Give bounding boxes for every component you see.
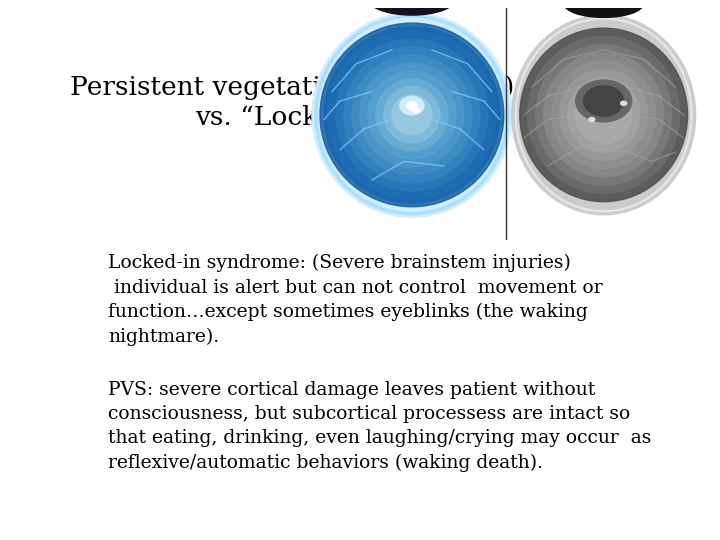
- Text: Locked-in syndrome: (Severe brainstem injuries)
 individual is alert but can not: Locked-in syndrome: (Severe brainstem in…: [109, 254, 603, 346]
- Ellipse shape: [368, 0, 456, 15]
- Text: HEALTHY BRAIN: HEALTHY BRAIN: [574, 222, 634, 231]
- Ellipse shape: [324, 27, 500, 203]
- Ellipse shape: [352, 55, 472, 175]
- Ellipse shape: [368, 71, 456, 159]
- Ellipse shape: [576, 86, 631, 144]
- Ellipse shape: [584, 86, 624, 116]
- Text: PVS: severe cortical damage leaves patient without
consciousness, but subcortica: PVS: severe cortical damage leaves patie…: [109, 381, 652, 472]
- Ellipse shape: [407, 102, 417, 110]
- Ellipse shape: [344, 47, 480, 183]
- Ellipse shape: [336, 39, 488, 191]
- Ellipse shape: [512, 15, 696, 215]
- Ellipse shape: [568, 78, 639, 152]
- Ellipse shape: [312, 13, 512, 217]
- Ellipse shape: [413, 107, 420, 113]
- Ellipse shape: [621, 101, 626, 105]
- Ellipse shape: [320, 23, 504, 207]
- Text: TERRI'S BRAIN: TERRI'S BRAIN: [382, 222, 442, 231]
- Ellipse shape: [589, 118, 595, 122]
- Ellipse shape: [536, 45, 672, 185]
- Ellipse shape: [384, 87, 440, 143]
- Ellipse shape: [552, 61, 656, 168]
- Ellipse shape: [376, 79, 448, 151]
- Text: Persistent vegetative State (PVS) syndromes
vs. “Locked in Syndrome”: Persistent vegetative State (PVS) syndro…: [70, 75, 668, 130]
- Ellipse shape: [564, 0, 644, 17]
- Ellipse shape: [328, 31, 496, 199]
- Ellipse shape: [559, 70, 648, 160]
- Ellipse shape: [576, 80, 631, 122]
- Ellipse shape: [360, 63, 464, 167]
- Ellipse shape: [544, 53, 664, 177]
- Ellipse shape: [528, 36, 680, 193]
- Ellipse shape: [392, 95, 432, 135]
- Ellipse shape: [520, 28, 688, 202]
- Ellipse shape: [400, 96, 424, 115]
